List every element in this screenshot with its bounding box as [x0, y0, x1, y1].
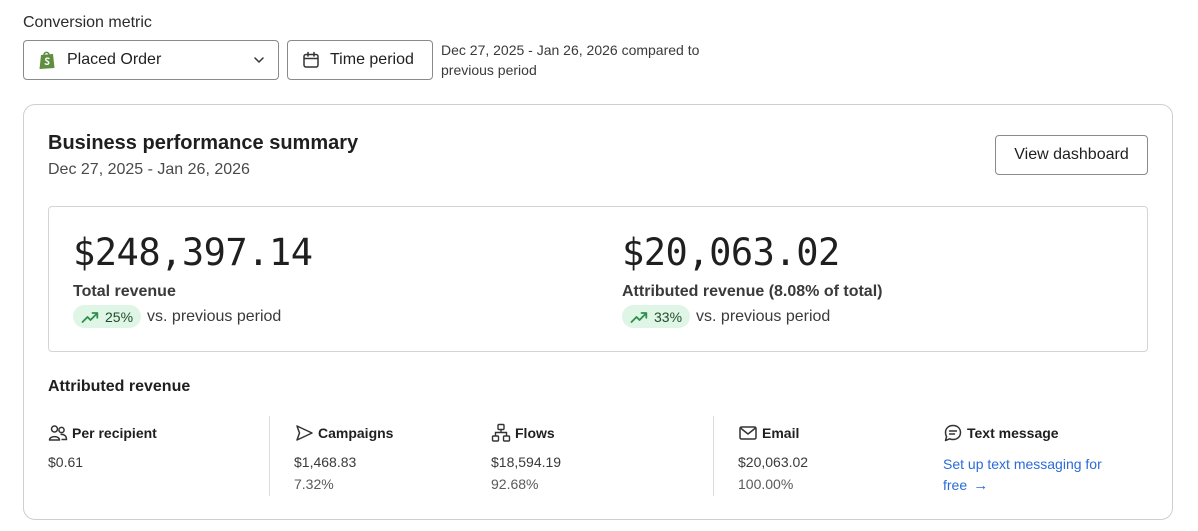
chevron-down-icon	[252, 53, 266, 67]
period-comparison-note: Dec 27, 2025 - Jan 26, 2026 compared to …	[441, 42, 700, 78]
shopify-bag-icon	[38, 50, 56, 70]
change-percent: 33%	[654, 308, 683, 325]
calendar-icon	[302, 51, 320, 69]
change-suffix: vs. previous period	[696, 307, 831, 325]
card-date-range: Dec 27, 2025 - Jan 26, 2026	[48, 161, 250, 178]
flow-icon	[491, 423, 511, 443]
text-message-column: Text message Set up text messaging for f…	[943, 423, 1103, 496]
trend-up-icon	[630, 310, 648, 324]
trend-up-icon	[81, 310, 99, 324]
campaigns-column: Campaigns $1,468.83 7.32%	[294, 423, 393, 492]
conversion-metric-select[interactable]: Placed Order	[23, 40, 279, 80]
users-icon	[48, 423, 68, 443]
card-title: Business performance summary	[48, 132, 359, 154]
send-icon	[294, 423, 314, 443]
metric-select-value: Placed Order	[67, 51, 162, 68]
email-column: Email $20,063.02 100.00%	[738, 423, 808, 492]
email-label: Email	[762, 425, 800, 441]
attributed-revenue-heading: Attributed revenue	[48, 378, 191, 395]
change-suffix: vs. previous period	[147, 307, 282, 325]
attributed-revenue-change: 33% vs. previous period	[622, 305, 882, 328]
change-badge: 25%	[73, 305, 142, 328]
flows-value: $18,594.19	[491, 454, 562, 470]
per-recipient-column: Per recipient $0.61	[48, 423, 157, 470]
chat-icon	[943, 423, 963, 443]
total-revenue-label: Total revenue	[73, 283, 176, 300]
arrow-right-icon: →	[969, 477, 989, 494]
conversion-metric-label: Conversion metric	[23, 14, 152, 31]
flows-label: Flows	[515, 425, 555, 441]
campaigns-value: $1,468.83	[294, 454, 357, 470]
view-dashboard-button[interactable]: View dashboard	[995, 135, 1148, 175]
total-revenue-value: $248,397.14	[73, 231, 313, 274]
total-revenue-change: 25% vs. previous period	[73, 305, 313, 328]
total-revenue-stat: $248,397.14 Total revenue 25% vs. previo…	[73, 231, 313, 328]
change-percent: 25%	[105, 308, 134, 325]
mail-icon	[738, 423, 758, 443]
setup-text-messaging-link[interactable]: Set up text messaging for free →	[943, 454, 1103, 496]
per-recipient-label: Per recipient	[72, 425, 157, 441]
setup-link-text: Set up text messaging for free	[943, 456, 1102, 493]
time-period-button[interactable]: Time period	[287, 40, 433, 80]
attributed-revenue-label: Attributed revenue (8.08% of total)	[622, 283, 883, 300]
text-message-label: Text message	[967, 425, 1059, 441]
business-performance-card: Business performance summary Dec 27, 202…	[23, 104, 1173, 520]
time-period-label: Time period	[330, 51, 414, 68]
column-divider	[269, 416, 270, 496]
email-percent: 100.00%	[738, 476, 794, 492]
change-badge: 33%	[622, 305, 691, 328]
email-value: $20,063.02	[738, 454, 809, 470]
flows-column: Flows $18,594.19 92.68%	[491, 423, 561, 492]
per-recipient-value: $0.61	[48, 454, 84, 470]
column-divider	[713, 416, 714, 496]
flows-percent: 92.68%	[491, 476, 539, 492]
revenue-summary-box: $248,397.14 Total revenue 25% vs. previo…	[48, 206, 1148, 352]
attributed-revenue-value: $20,063.02	[622, 231, 840, 274]
campaigns-label: Campaigns	[318, 425, 394, 441]
campaigns-percent: 7.32%	[294, 476, 334, 492]
attributed-revenue-stat: $20,063.02 Attributed revenue (8.08% of …	[622, 231, 882, 328]
